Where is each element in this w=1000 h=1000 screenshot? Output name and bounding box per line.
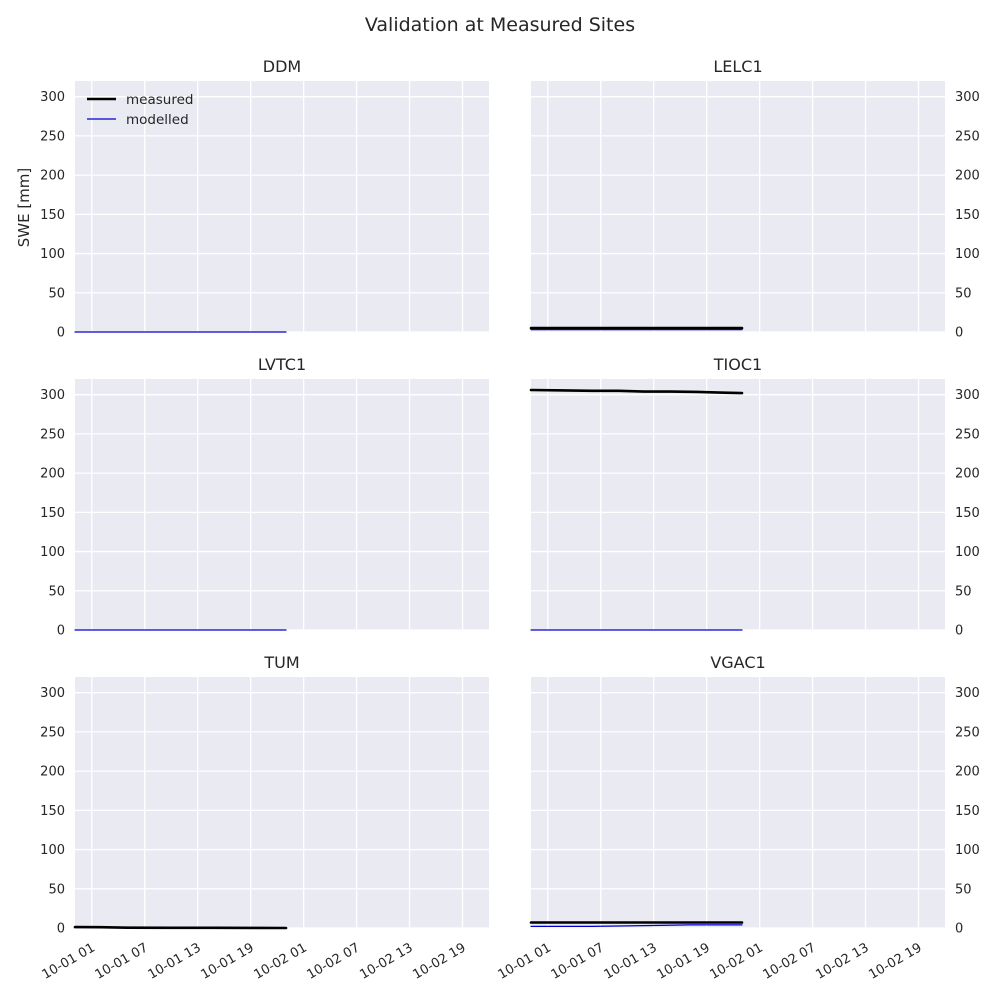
y-tick-label: 200 [40, 765, 65, 780]
y-tick-label: 150 [40, 804, 65, 819]
x-tick-label: 10-02 13 [357, 940, 415, 982]
y-tick-label: 0 [955, 922, 963, 937]
panel-title: TIOC1 [713, 355, 762, 374]
y-tick-label: 100 [955, 843, 980, 858]
y-tick-label: 200 [40, 169, 65, 184]
y-tick-label: 0 [955, 624, 963, 639]
y-tick-label: 300 [955, 90, 980, 105]
x-tick-label: 10-01 07 [549, 940, 607, 982]
figure-title: Validation at Measured Sites [364, 14, 636, 36]
y-tick-label: 150 [40, 506, 65, 521]
y-tick-label: 50 [955, 286, 972, 301]
y-tick-label: 300 [955, 388, 980, 403]
x-tick-label: 10-01 19 [655, 940, 713, 982]
y-tick-label: 150 [955, 804, 980, 819]
series-line-measured [73, 925, 288, 930]
y-tick-label: 250 [955, 129, 980, 144]
series-line-measured [529, 388, 744, 395]
x-tick-label: 10-02 01 [708, 940, 766, 982]
y-tick-label: 200 [955, 765, 980, 780]
x-tick-label: 10-02 19 [866, 940, 924, 982]
plot-area [531, 677, 945, 928]
plot-area [75, 677, 489, 928]
panel-title: TUM [263, 653, 299, 672]
plot-area [531, 81, 945, 332]
y-tick-label: 50 [48, 584, 65, 599]
plot-area [531, 379, 945, 630]
x-tick-label: 10-01 13 [602, 940, 660, 982]
x-tick-label: 10-01 01 [40, 940, 98, 982]
y-tick-label: 0 [955, 326, 963, 341]
x-tick-label: 10-02 07 [304, 940, 362, 982]
y-tick-label: 100 [40, 247, 65, 262]
y-tick-label: 100 [955, 247, 980, 262]
y-tick-label: 50 [955, 584, 972, 599]
panel-title: LELC1 [713, 57, 762, 76]
panel-ddm: 0 50 100 150 200 250 300 DDM measured modelled SWE… [15, 57, 489, 341]
y-tick-label: 300 [40, 388, 65, 403]
y-tick-label: 100 [955, 545, 980, 560]
panel-tioc1: 0 50 100 150 200 250 300 TIOC1 [529, 355, 980, 639]
plot-area [75, 81, 489, 332]
y-tick-label: 250 [40, 129, 65, 144]
legend-label-measured: measured [126, 92, 193, 108]
y-tick-label: 200 [955, 169, 980, 184]
y-tick-label: 300 [40, 90, 65, 105]
y-tick-label: 250 [40, 427, 65, 442]
y-tick-label: 200 [955, 467, 980, 482]
x-tick-label: 10-01 19 [199, 940, 257, 982]
y-tick-label: 0 [57, 922, 65, 937]
y-tick-label: 50 [955, 882, 972, 897]
x-tick-label: 10-02 13 [813, 940, 871, 982]
y-tick-label: 50 [48, 882, 65, 897]
x-tick-label: 10-02 19 [410, 940, 468, 982]
y-tick-label: 100 [40, 545, 65, 560]
legend-label-modelled: modelled [126, 112, 189, 128]
x-tick-label: 10-02 01 [252, 940, 310, 982]
x-tick-label: 10-02 07 [760, 940, 818, 982]
y-tick-label: 250 [955, 427, 980, 442]
panel-lelc1: 0 50 100 150 200 250 300 LELC1 [529, 57, 980, 341]
x-tick-label: 10-01 13 [146, 940, 204, 982]
y-tick-label: 150 [955, 506, 980, 521]
panel-lvtc1: 0 50 100 150 200 250 300 LVTC1 [40, 355, 489, 639]
y-tick-label: 150 [955, 208, 980, 223]
panel-title: LVTC1 [258, 355, 306, 374]
panel-title: DDM [263, 57, 301, 76]
y-axis-label: SWE [mm] [15, 168, 33, 248]
panel-title: VGAC1 [710, 653, 765, 672]
y-tick-label: 300 [955, 686, 980, 701]
y-tick-label: 0 [57, 326, 65, 341]
y-tick-label: 200 [40, 467, 65, 482]
plot-area [75, 379, 489, 630]
series-line-modelled [530, 924, 743, 928]
y-tick-label: 250 [40, 725, 65, 740]
y-tick-label: 150 [40, 208, 65, 223]
x-tick-label: 10-01 07 [93, 940, 151, 982]
x-tick-label: 10-01 01 [496, 940, 554, 982]
y-tick-label: 100 [40, 843, 65, 858]
y-tick-label: 0 [57, 624, 65, 639]
y-tick-label: 50 [48, 286, 65, 301]
y-tick-label: 300 [40, 686, 65, 701]
y-tick-label: 250 [955, 725, 980, 740]
